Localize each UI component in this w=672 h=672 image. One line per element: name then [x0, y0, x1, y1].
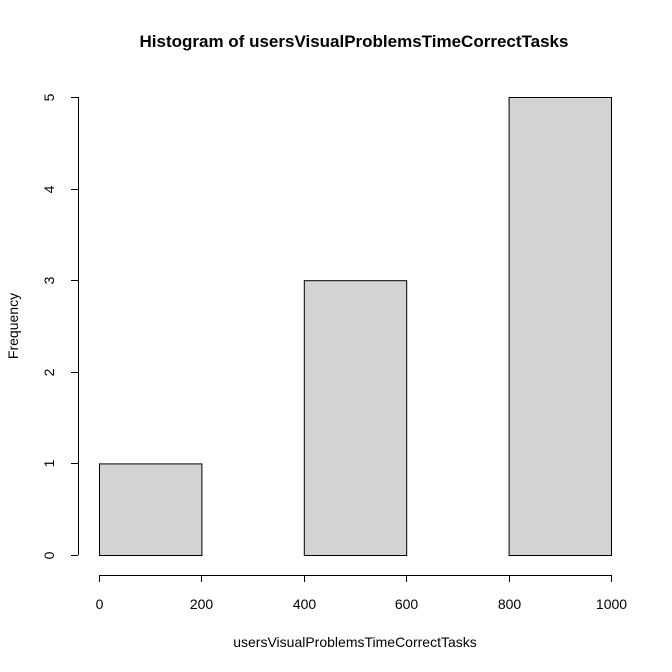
x-tick-label-600: 600 — [395, 596, 419, 612]
x-tick-label-200: 200 — [190, 596, 214, 612]
x-tick-label-0: 0 — [96, 596, 104, 612]
chart-title: Histogram of usersVisualProblemsTimeCorr… — [140, 32, 569, 51]
x-axis-label: usersVisualProblemsTimeCorrectTasks — [233, 634, 477, 650]
x-axis: 0 200 400 600 800 1000 — [96, 575, 627, 612]
histogram-bar-0 — [99, 463, 203, 556]
y-tick-label-3: 3 — [41, 276, 57, 284]
y-axis-label: Frequency — [5, 293, 21, 359]
bars-group — [99, 97, 613, 556]
y-axis: 0 1 2 3 4 5 — [41, 93, 79, 559]
histogram-bar-2 — [303, 280, 408, 556]
y-tick-label-4: 4 — [41, 185, 57, 193]
x-tick-label-400: 400 — [293, 596, 317, 612]
histogram-bar-4 — [508, 97, 613, 556]
y-tick-label-1: 1 — [41, 459, 57, 467]
x-tick-label-1000: 1000 — [596, 596, 627, 612]
x-tick-label-800: 800 — [498, 596, 522, 612]
y-tick-label-0: 0 — [41, 551, 57, 559]
y-tick-label-2: 2 — [41, 368, 57, 376]
y-tick-label-5: 5 — [41, 93, 57, 101]
